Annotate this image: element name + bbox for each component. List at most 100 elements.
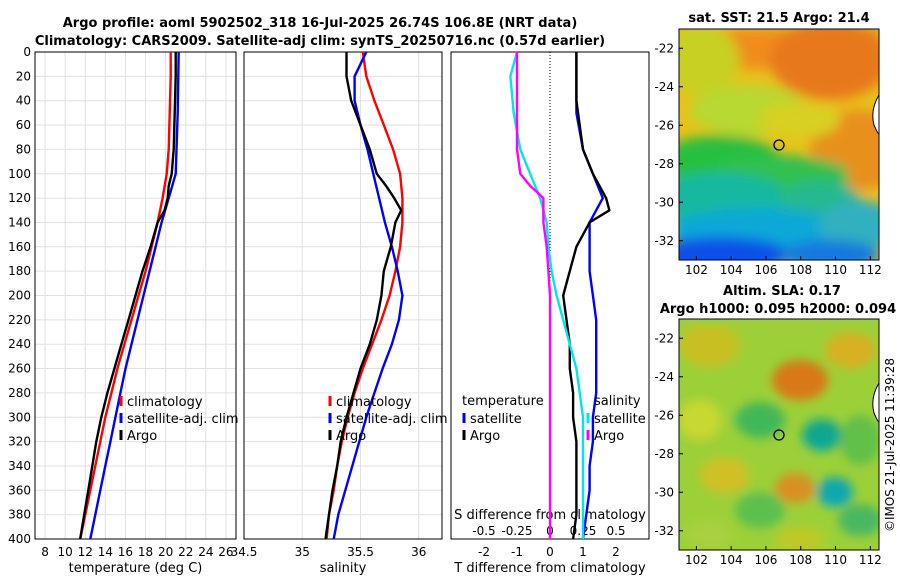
map-x-tick-label: 104: [720, 553, 743, 567]
x-tick-label: 16: [118, 545, 133, 559]
x-tick-label: 24: [198, 545, 213, 559]
x-tick-label: 18: [138, 545, 153, 559]
sla-map-panel: Altim. SLA: 0.17 Argo h1000: 0.095 h2000…: [654, 284, 896, 567]
salinity-profile-panel: 34.5 35 35.5 36 salinity climatology satellite…: [231, 51, 448, 576]
x-tick-label: 26: [218, 545, 233, 559]
sla-argo-location-marker: [773, 429, 785, 441]
x-tick-label: 14: [98, 545, 113, 559]
map-y-tick-label: -24: [654, 80, 674, 94]
y-tick-label: 100: [8, 167, 31, 181]
x-tick-label: 12: [78, 545, 93, 559]
series-line-salinity-argo: [515, 52, 552, 539]
map-y-tick-label: -24: [654, 370, 674, 384]
x-tick-label: 34.5: [231, 545, 258, 559]
y-tick-label: 400: [8, 532, 31, 546]
y-tick-label: 200: [8, 289, 31, 303]
map-x-tick-label: 110: [824, 553, 847, 567]
sst-argo-location-marker: [773, 139, 785, 151]
imos-watermark: ©IMOS 21-Jul-2025 11:39:28: [883, 358, 897, 532]
x-axis-label: T difference from climatology: [453, 561, 646, 576]
legend-label: Argo: [470, 429, 500, 444]
legend-label: Argo: [336, 429, 366, 444]
map-y-tick-label: -30: [654, 195, 674, 209]
legend-title-temperature: temperature: [462, 394, 544, 409]
y-tick-label: 180: [8, 264, 31, 278]
temperature-profile-panel: 0 20 40 60 80 100 120 140 160 180 200 220 240 260 280 3…: [8, 45, 239, 576]
plot-frame: [34, 51, 237, 540]
y-tick-label: 20: [16, 69, 31, 83]
x-tick-label: -1: [511, 545, 523, 559]
y-tick-label: 320: [8, 435, 31, 449]
series-line-salinity-satellite: [509, 51, 585, 539]
sla-map-title: Altim. SLA: 0.17: [723, 284, 841, 299]
y-tick-label: 60: [16, 118, 31, 132]
map-y-tick-label: -32: [654, 524, 674, 538]
x-tick-label: 2: [612, 545, 620, 559]
s-tick-label: -0.25: [501, 524, 532, 538]
x-tick-label: 0: [546, 545, 554, 559]
legend-label: climatology: [336, 395, 412, 410]
sla-field: [679, 319, 879, 550]
sst-map-title: sat. SST: 21.5 Argo: 21.4: [688, 11, 869, 26]
legend-label: satellite: [594, 412, 646, 427]
s-tick-label: 0.5: [606, 524, 625, 538]
series-line-satellite-adj-clim: [89, 51, 180, 540]
series-line-argo: [79, 52, 177, 540]
series-line-temperature-argo: [562, 52, 611, 540]
y-tick-label: 300: [8, 410, 31, 424]
legend-label: satellite-adj. clim: [336, 412, 448, 427]
map-x-tick-label: 106: [755, 553, 778, 567]
y-tick-label: 220: [8, 313, 31, 327]
map-x-tick-label: 110: [824, 263, 847, 277]
x-tick-label: 36: [411, 545, 426, 559]
legend-label: satellite-adj. clim: [127, 412, 239, 427]
sst-map-panel: sat. SST: 21.5 Argo: 21.4: [654, 11, 882, 277]
plot-frame: [243, 51, 443, 540]
map-x-tick-label: 108: [789, 263, 812, 277]
map-y-tick-label: -26: [654, 408, 674, 422]
y-tick-label: 0: [23, 45, 31, 59]
x-tick-label: 8: [41, 545, 49, 559]
map-y-tick-label: -22: [654, 41, 674, 55]
map-y-tick-label: -26: [654, 118, 674, 132]
map-x-tick-label: 108: [789, 553, 812, 567]
map-x-tick-label: 112: [859, 553, 882, 567]
y-tick-label: 260: [8, 362, 31, 376]
x-tick-label: 35: [295, 545, 310, 559]
x-axis-label: temperature (deg C): [69, 561, 203, 576]
y-tick-label: 280: [8, 386, 31, 400]
figure-title-line1: Argo profile: aoml 5902502_318 16-Jul-20…: [63, 16, 578, 31]
legend-label: climatology: [127, 395, 203, 410]
figure-title-line2: Climatology: CARS2009. Satellite-adj cli…: [35, 34, 605, 49]
x-tick-label: 20: [158, 545, 173, 559]
sst-field: [679, 29, 879, 260]
map-x-tick-label: 106: [755, 263, 778, 277]
x-tick-label: 10: [58, 545, 73, 559]
x-tick-label: 1: [579, 545, 587, 559]
map-y-tick-label: -28: [654, 447, 674, 461]
map-x-tick-label: 112: [859, 263, 882, 277]
y-tick-label: 380: [8, 508, 31, 522]
map-y-tick-label: -30: [654, 485, 674, 499]
series-line-argo: [324, 52, 403, 540]
map-y-tick-label: -22: [654, 331, 674, 345]
y-tick-label: 40: [16, 94, 31, 108]
x-axis-label: salinity: [320, 561, 367, 576]
series-line-climatology: [79, 52, 172, 540]
y-tick-label: 240: [8, 337, 31, 351]
legend-label: satellite: [470, 412, 522, 427]
y-tick-label: 80: [16, 142, 31, 156]
y-tick-label: 140: [8, 215, 31, 229]
legend-label: Argo: [594, 429, 624, 444]
x-tick-label: 22: [178, 545, 193, 559]
map-y-tick-label: -32: [654, 234, 674, 248]
map-x-tick-label: 102: [685, 553, 708, 567]
map-x-tick-label: 104: [720, 263, 743, 277]
y-tick-label: 360: [8, 483, 31, 497]
s-tick-label: -0.5: [472, 524, 495, 538]
y-tick-label: 160: [8, 240, 31, 254]
y-tick-label: 340: [8, 459, 31, 473]
x-tick-label: -2: [478, 545, 490, 559]
